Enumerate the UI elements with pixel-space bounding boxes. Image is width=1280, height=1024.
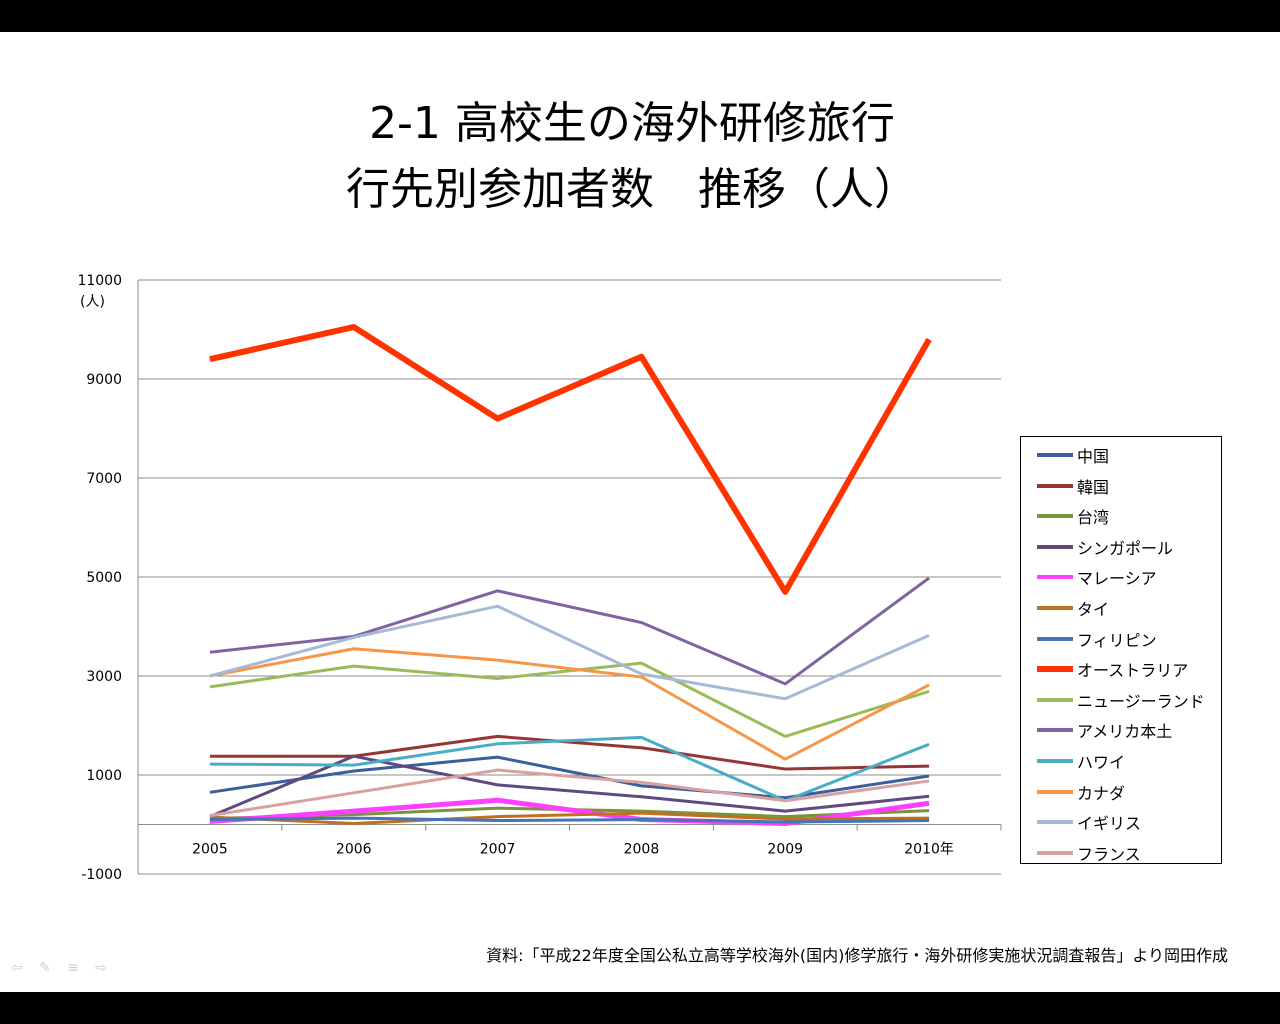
y-tick-label: 5000 <box>86 570 122 586</box>
legend-item: タイ <box>1037 594 1109 622</box>
legend-item: 中国 <box>1037 441 1109 469</box>
legend-swatch <box>1037 820 1073 825</box>
legend-label: ニュージーランド <box>1077 691 1205 711</box>
legend-swatch <box>1037 575 1073 580</box>
legend-item: シンガポール <box>1037 533 1173 561</box>
legend-swatch <box>1037 483 1073 488</box>
legend-swatch <box>1037 697 1073 702</box>
chart-axes <box>137 280 1002 874</box>
series-line-11 <box>209 647 930 761</box>
series-line-5 <box>209 811 930 826</box>
legend-swatch <box>1037 759 1073 763</box>
legend-label: 台湾 <box>1077 508 1110 528</box>
legend-swatch <box>1037 514 1073 519</box>
x-tick-label: 2005 <box>192 842 228 858</box>
legend-swatch <box>1037 606 1073 610</box>
y-tick-label: 1000 <box>86 768 122 784</box>
x-tick-label: 2009 <box>767 842 803 858</box>
legend-item: ハワイ <box>1037 747 1125 775</box>
series-line-10 <box>209 735 930 803</box>
x-tick-label: 2010年 <box>904 842 954 858</box>
slide-nav-toolbar: ⇦ ✎ ≡ ⇨ <box>8 960 110 976</box>
chart-labels: 11000 9000 7000 5000 3000 1000 -1000 2005 2006 20… <box>77 273 953 883</box>
legend-item: イギリス <box>1037 808 1141 836</box>
y-tick-label: 7000 <box>86 471 122 487</box>
y-tick-label: 11000 <box>77 273 122 289</box>
legend-label: ハワイ <box>1077 753 1126 772</box>
y-tick-label: -1000 <box>81 867 122 883</box>
legend-label: 中国 <box>1077 447 1110 466</box>
series-line-13 <box>209 768 930 818</box>
legend-label: フィリピン <box>1077 630 1157 650</box>
legend-swatch <box>1037 636 1073 641</box>
menu-icon[interactable]: ≡ <box>67 960 79 976</box>
slide-title-line2: 行先別参加者数 推移（人） <box>346 164 918 215</box>
series-line-0 <box>209 755 930 800</box>
legend-label: タイ <box>1077 600 1110 619</box>
legend-swatch <box>1037 666 1073 673</box>
pen-icon[interactable]: ✎ <box>39 960 51 976</box>
x-tick-label: 2008 <box>624 842 660 858</box>
y-tick-label: 3000 <box>86 669 122 685</box>
y-axis-label: (人) <box>80 294 105 310</box>
y-tick-label: 9000 <box>86 372 122 388</box>
legend-label: オーストラリア <box>1077 661 1189 681</box>
legend-swatch <box>1037 728 1073 733</box>
legend-swatch <box>1037 789 1073 794</box>
legend-label: イギリス <box>1077 814 1142 834</box>
legend-swatch <box>1037 453 1073 457</box>
legend-item: フランス <box>1037 839 1141 867</box>
x-tick-label: 2007 <box>480 842 516 858</box>
arrow-left-icon[interactable]: ⇦ <box>11 960 23 976</box>
legend-item: アメリカ本土 <box>1037 716 1172 744</box>
source-note: 資料:「平成22年度全国公私立高等学校海外(国内)修学旅行・海外研修実施状況調査… <box>486 946 1228 965</box>
legend-label: シンガポール <box>1077 538 1174 558</box>
legend-label: マレーシア <box>1077 569 1157 589</box>
legend-item: オーストラリア <box>1037 655 1188 683</box>
legend-swatch <box>1037 850 1073 855</box>
series-line-8 <box>209 661 930 738</box>
series-line-9 <box>209 576 930 686</box>
x-tick-label: 2006 <box>336 842 372 858</box>
legend-item: 台湾 <box>1037 502 1109 530</box>
slide-title-line1: 2-1 高校生の海外研修旅行 <box>369 98 895 149</box>
legend-label: フランス <box>1077 844 1141 864</box>
slide: 2-1 高校生の海外研修旅行 行先別参加者数 推移（人） 11000 9000 70… <box>0 32 1280 992</box>
legend-item: フィリピン <box>1037 625 1157 653</box>
legend-label: 韓国 <box>1077 477 1110 497</box>
arrow-right-icon[interactable]: ⇨ <box>95 960 107 976</box>
legend-label: アメリカ本土 <box>1077 722 1173 742</box>
legend-item: ニュージーランド <box>1037 686 1205 714</box>
series-line-6 <box>209 816 930 824</box>
line-chart: 11000 9000 7000 5000 3000 1000 -1000 2005 2006 20… <box>77 273 1002 883</box>
legend-item: カナダ <box>1037 778 1125 806</box>
legend-item: マレーシア <box>1037 563 1157 591</box>
legend-label: カナダ <box>1077 783 1126 803</box>
legend-swatch <box>1037 544 1073 549</box>
legend-item: 韓国 <box>1037 472 1109 500</box>
chart-series <box>209 324 932 827</box>
series-line-7 <box>209 324 932 595</box>
series-line-12 <box>209 604 930 701</box>
chart-legend: 中国韓国台湾シンガポール マレーシアタイフィリピンオーストラリア ニュージーランドア… <box>1020 436 1222 864</box>
